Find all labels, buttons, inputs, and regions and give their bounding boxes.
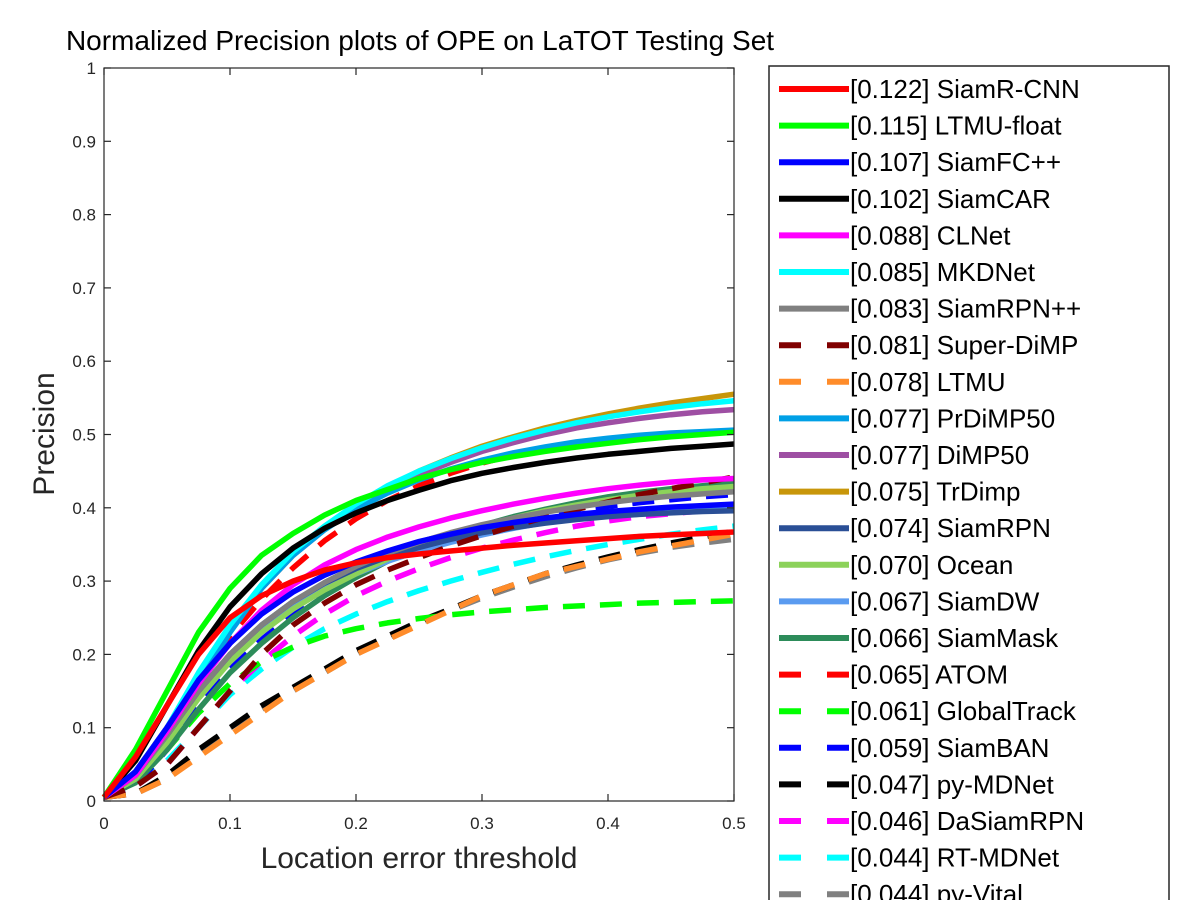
legend-label: [0.077] DiMP50 (850, 440, 1029, 470)
series-line (102, 483, 735, 800)
legend-label: [0.046] DaSiamRPN (850, 806, 1084, 836)
legend-label: [0.059] SiamBAN (850, 733, 1049, 763)
legend-label: [0.044] py-Vital (850, 879, 1023, 900)
series-line (103, 506, 735, 800)
legend-label: [0.061] GlobalTrack (850, 696, 1077, 726)
legend: [0.122] SiamR-CNN [0.115] LTMU-float [0.10… (779, 74, 1084, 900)
legend-label: [0.081] Super-DiMP (850, 330, 1078, 360)
legend-label: [0.065] ATOM (850, 660, 1008, 690)
x-tick-label: 0.3 (470, 814, 494, 833)
chart-title: Normalized Precision plots of OPE on LaT… (66, 25, 774, 56)
series-line (101, 529, 735, 799)
legend-label: [0.067] SiamDW (850, 586, 1040, 616)
y-tick-label: 0.7 (72, 279, 96, 298)
legend-label: [0.107] SiamFC++ (850, 147, 1061, 177)
y-tick-label: 0.9 (72, 132, 96, 151)
y-tick-label: 1 (87, 59, 96, 78)
series-line (102, 501, 735, 800)
series-line (102, 480, 735, 800)
legend-label: [0.066] SiamMask (850, 623, 1059, 653)
y-tick-label: 0 (87, 792, 96, 811)
x-tick-label: 0.5 (722, 814, 746, 833)
x-axis-title: Location error threshold (261, 842, 578, 875)
y-tick-label: 0.6 (72, 352, 96, 371)
x-tick-label: 0.4 (596, 814, 620, 833)
x-tick-label: 0 (99, 814, 108, 833)
series-line (103, 531, 735, 801)
x-tick-label: 0.1 (218, 814, 242, 833)
legend-label: [0.044] RT-MDNet (850, 843, 1060, 873)
series-line (102, 598, 735, 800)
legend-label: [0.085] MKDNet (850, 257, 1036, 287)
legend-label: [0.088] CLNet (850, 220, 1011, 250)
series-line (103, 528, 735, 801)
y-tick-label: 0.8 (72, 206, 96, 225)
y-tick-label: 0.5 (72, 426, 96, 445)
x-tick-label: 0.2 (344, 814, 368, 833)
legend-label: [0.074] SiamRPN (850, 513, 1051, 543)
legend-label: [0.083] SiamRPN++ (850, 294, 1081, 324)
y-tick-label: 0.1 (72, 719, 96, 738)
legend-box (768, 65, 1170, 900)
legend-label: [0.102] SiamCAR (850, 184, 1051, 214)
series-line (101, 441, 735, 800)
y-tick-label: 0.2 (72, 645, 96, 664)
series-line (102, 398, 735, 800)
series-line (102, 391, 735, 800)
legend-label: [0.047] py-MDNet (850, 769, 1055, 799)
legend-label: [0.122] SiamR-CNN (850, 74, 1080, 104)
series-line (101, 429, 735, 799)
y-tick-label: 0.4 (72, 499, 96, 518)
axes: 0 0.1 0.2 0.3 0.4 0.5 0 0.1 0.2 0.3 0.4 0.5 0.6 0.7 0.… (72, 59, 745, 833)
legend-label: [0.078] LTMU (850, 367, 1006, 397)
legend-label: [0.115] LTMU-float (850, 111, 1062, 141)
legend-label: [0.075] TrDimp (850, 477, 1021, 507)
legend-label: [0.070] Ocean (850, 550, 1013, 580)
series-line (103, 523, 735, 800)
legend-label: [0.077] PrDiMP50 (850, 403, 1055, 433)
y-tick-label: 0.3 (72, 572, 96, 591)
series-lines (101, 391, 735, 801)
y-axis-title: Precision (28, 372, 61, 495)
